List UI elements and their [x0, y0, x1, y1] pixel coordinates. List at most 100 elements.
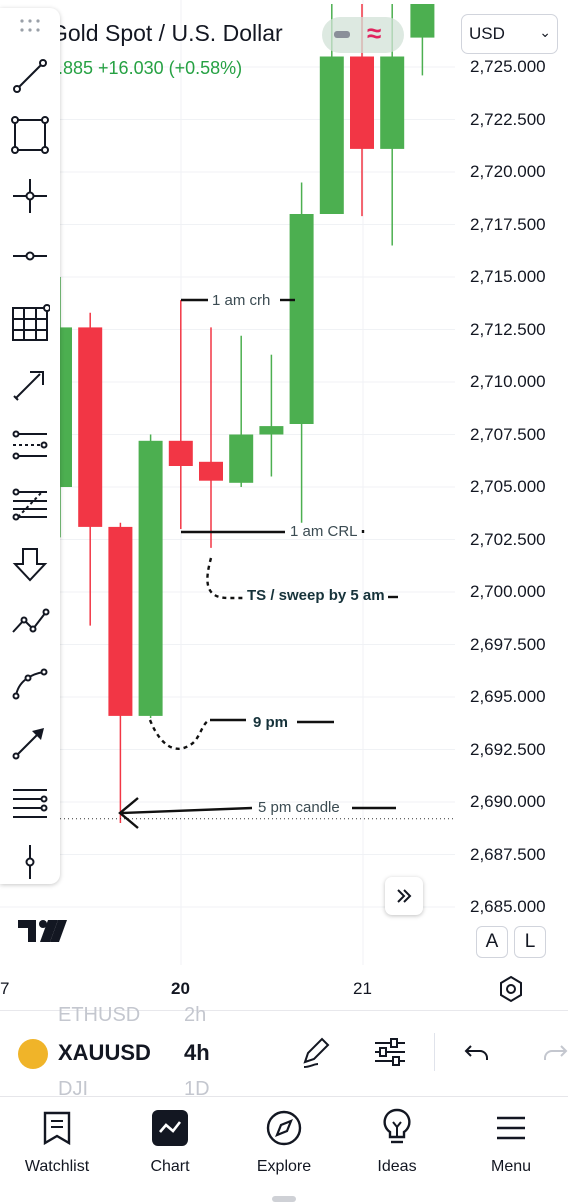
lightbulb-icon: [383, 1108, 411, 1144]
price-label: 2,687.500: [470, 844, 546, 864]
prev-interval[interactable]: 2h: [184, 1004, 207, 1026]
symbol-bar: [0, 1010, 568, 1097]
path-tool[interactable]: [6, 598, 54, 646]
nav-label: Menu: [490, 1158, 532, 1175]
grid-tool[interactable]: [6, 300, 54, 348]
crosshair-icon: [13, 179, 47, 213]
gesture-hint: [272, 1196, 296, 1202]
nav-ideas[interactable]: Ideas: [347, 1100, 447, 1190]
horizontal-lines-icon: [13, 789, 48, 818]
nine-pm-curve: [148, 718, 211, 751]
trend-line-icon: [13, 59, 47, 93]
next-interval[interactable]: 1D: [184, 1078, 210, 1100]
candle-body: [108, 526, 133, 716]
indicators-button[interactable]: [371, 1033, 409, 1071]
arrow-tool[interactable]: [6, 360, 54, 408]
next-symbol[interactable]: DJI: [58, 1078, 88, 1100]
redo-button[interactable]: [540, 1038, 568, 1068]
curve-icon: [12, 668, 48, 700]
5pm-arrow-shaft: [121, 806, 253, 815]
nav-label: Explore: [256, 1158, 312, 1175]
fib-retracement-icon: [12, 488, 47, 521]
scroll-to-realtime-button[interactable]: [385, 877, 423, 915]
candle-body: [138, 440, 163, 716]
price-label: 2,707.500: [470, 424, 546, 444]
hamburger-icon: [497, 1116, 525, 1140]
annotation-crl: 1 am CRL: [290, 523, 358, 540]
annotation-9pm: 9 pm: [253, 714, 289, 731]
rectangle-icon: [11, 116, 49, 154]
arrow-line-tool[interactable]: [6, 718, 54, 766]
fib-retracement-tool[interactable]: [6, 480, 54, 528]
redo-icon: [544, 1045, 568, 1060]
gold-coin-icon: [18, 1039, 48, 1069]
vertical-line-tool[interactable]: [6, 838, 54, 886]
price-label: 2,690.000: [470, 792, 546, 811]
chevrons-right-icon: [397, 889, 412, 903]
undo-button[interactable]: [462, 1038, 492, 1068]
auto-scale-button[interactable]: A: [476, 926, 508, 958]
time-label-20: 20: [171, 979, 190, 998]
arrow-marker-icon: [12, 548, 48, 582]
grid-icon: [12, 304, 50, 341]
curve-tool[interactable]: [6, 658, 54, 706]
candle-body: [229, 434, 254, 483]
interval-selector[interactable]: 4h: [184, 1040, 210, 1065]
price-label: 2,710.000: [470, 372, 546, 391]
toolbar-divider: [434, 1033, 435, 1071]
chevron-down-icon: ⌄: [539, 24, 551, 40]
price-label: 2,722.500: [470, 109, 546, 129]
horizontal-lines-tool[interactable]: [6, 778, 54, 826]
nav-menu[interactable]: Menu: [461, 1100, 561, 1190]
log-scale-button[interactable]: L: [514, 926, 546, 958]
price-label: 2,700.000: [470, 582, 546, 601]
candle-body: [410, 4, 435, 38]
horizontal-ray-tool[interactable]: [6, 232, 54, 280]
nav-explore[interactable]: Explore: [234, 1100, 334, 1190]
chart-area[interactable]: [0, 0, 568, 1010]
currency-value: USD: [469, 24, 505, 43]
candle-body: [350, 56, 374, 149]
crosshair-tool[interactable]: [6, 172, 54, 220]
drawing-toolbar: [0, 8, 60, 884]
arrow-line-icon: [12, 728, 44, 760]
nav-label: Ideas: [377, 1158, 417, 1175]
arrow-marker-tool[interactable]: [6, 540, 54, 588]
pencil-icon: [303, 1037, 330, 1068]
candle-body: [289, 214, 314, 424]
parallel-channel-tool[interactable]: [6, 420, 54, 468]
draw-button[interactable]: [296, 1033, 334, 1071]
candle-body: [380, 56, 405, 149]
wave-icon[interactable]: ≈: [367, 18, 382, 48]
annotation-crh: 1 am crh: [212, 292, 271, 309]
symbol-selector[interactable]: XAUUSD: [58, 1040, 151, 1065]
nav-chart[interactable]: Chart: [120, 1100, 220, 1190]
symbol-title[interactable]: Gold Spot / U.S. Dollar: [50, 20, 283, 46]
price-label: 2,702.500: [470, 529, 546, 549]
time-label-21: 21: [353, 979, 372, 998]
nav-watchlist[interactable]: Watchlist: [7, 1100, 107, 1190]
chart-icon: [152, 1110, 188, 1146]
path-icon: [12, 608, 50, 633]
trend-line-tool[interactable]: [6, 52, 54, 100]
price-label: 2,720.000: [470, 162, 546, 181]
bottom-navigation: [0, 1096, 568, 1201]
undo-icon: [464, 1045, 488, 1060]
price-label: 2,717.500: [470, 214, 546, 234]
prev-symbol[interactable]: ETHUSD: [58, 1004, 141, 1026]
price-label: 2,685.000: [470, 897, 546, 916]
price-label: 2,697.500: [470, 634, 546, 654]
watchlist-icon: [43, 1111, 71, 1145]
currency-select[interactable]: USD ⌄: [461, 14, 558, 54]
nav-label: Chart: [150, 1158, 190, 1175]
chart-settings-icon[interactable]: [497, 975, 525, 1008]
drag-handle-icon[interactable]: [19, 18, 41, 34]
vertical-line-icon: [25, 845, 35, 879]
candle-body: [168, 440, 193, 466]
nav-label: Watchlist: [24, 1158, 90, 1175]
minimize-icon[interactable]: [334, 31, 350, 38]
rectangle-tool[interactable]: [6, 111, 54, 159]
annotation-5pm: 5 pm candle: [258, 799, 340, 816]
chart-canvas[interactable]: [0, 0, 568, 1010]
candle-body: [319, 56, 344, 214]
